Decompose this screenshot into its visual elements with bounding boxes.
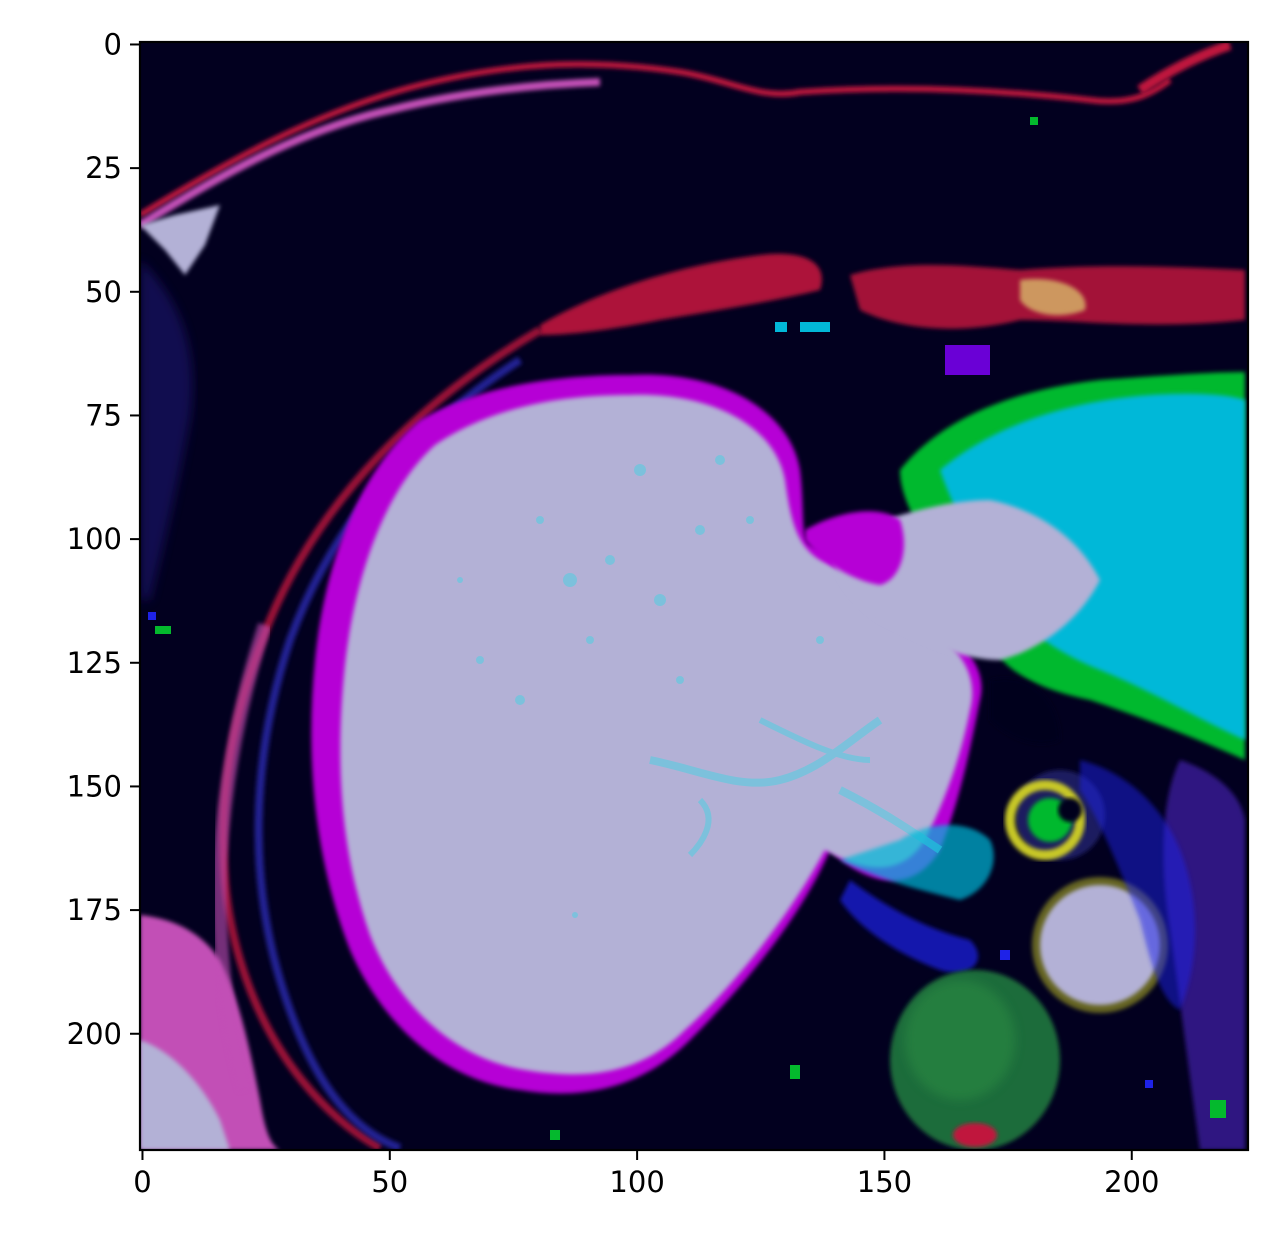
y-tick-label: 200 — [67, 1017, 122, 1051]
mri-image — [140, 42, 1248, 1150]
hilum-magenta — [805, 511, 904, 585]
x-tick-label: 50 — [371, 1165, 408, 1199]
liver-body — [340, 394, 973, 1075]
y-axis: 0 25 50 75 100 125 150 175 200 — [67, 27, 140, 1051]
right-flank-purple — [1163, 760, 1245, 1150]
axes-frame — [138, 40, 1250, 1152]
small-specks — [148, 117, 1226, 1140]
left-wall-texture — [140, 260, 193, 600]
anterior-yellow-spot — [1020, 279, 1086, 316]
y-tick-label: 175 — [67, 893, 122, 927]
upper-left-patch — [140, 205, 220, 275]
y-tick-label: 50 — [85, 275, 122, 309]
lower-left-subq-light — [140, 1040, 230, 1150]
anterior-muscle-band — [540, 253, 822, 335]
x-tick-label: 200 — [1104, 1165, 1159, 1199]
right-flank-blue — [1080, 760, 1195, 1010]
y-tick-label: 25 — [85, 151, 122, 185]
x-tick-label: 100 — [609, 1165, 664, 1199]
y-tick-label: 0 — [104, 27, 122, 61]
vertebra — [890, 970, 1060, 1150]
x-tick-label: 0 — [133, 1165, 151, 1199]
peri-aortic-dark — [990, 678, 1060, 744]
y-tick-label: 150 — [67, 769, 122, 803]
left-rib-band — [212, 622, 272, 1092]
retroperitoneal-cyan — [840, 825, 994, 900]
x-axis: 0 50 100 150 200 — [133, 1150, 1159, 1199]
skin-contour-pink — [140, 78, 601, 229]
y-tick-label: 100 — [67, 522, 122, 556]
liver-vessels — [457, 455, 943, 918]
skin-contour-top-right — [1137, 42, 1232, 95]
aorta — [1032, 877, 1168, 1013]
retroperitoneal-blue — [840, 880, 979, 973]
x-tick-label: 150 — [857, 1165, 912, 1199]
y-tick-label: 75 — [85, 398, 122, 432]
y-tick-label: 125 — [67, 646, 122, 680]
skin-contour-red — [140, 61, 1172, 218]
